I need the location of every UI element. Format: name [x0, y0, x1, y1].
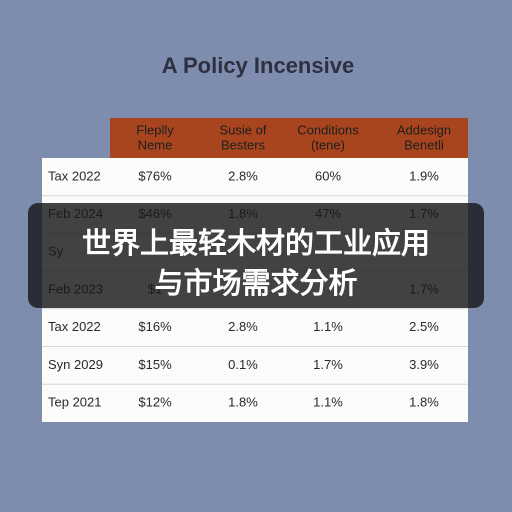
row-label: Tax 2022 — [48, 168, 101, 183]
column-header: (tene) — [311, 137, 345, 152]
header-row — [110, 118, 468, 158]
cell: 1.1% — [313, 319, 343, 334]
cell: 1.1% — [313, 394, 343, 409]
cell: $16% — [138, 319, 172, 334]
cell: 2.8% — [228, 168, 258, 183]
row-label: Syn 2029 — [48, 357, 103, 372]
title: A Policy Incensive — [162, 53, 354, 78]
banner-line: 世界上最轻木材的工业应用 — [82, 226, 430, 260]
cell: $12% — [138, 394, 172, 409]
cell: 3.9% — [409, 357, 439, 372]
column-header: Susie of — [220, 122, 267, 137]
cell: 2.8% — [228, 319, 258, 334]
row-label: Tep 2021 — [48, 394, 102, 409]
cell: $76% — [138, 168, 172, 183]
cell: 1.7% — [313, 357, 343, 372]
column-header: Neme — [138, 137, 173, 152]
column-header: Fleplly — [136, 122, 174, 137]
cell: 2.5% — [409, 319, 439, 334]
banner-line: 与市场需求分析 — [154, 266, 357, 300]
cell: 1.9% — [409, 168, 439, 183]
cell: 60% — [315, 168, 341, 183]
banner-box — [28, 203, 484, 308]
column-header: Addesign — [397, 122, 451, 137]
cell: 1.8% — [228, 394, 258, 409]
row-label: Tax 2022 — [48, 319, 101, 334]
column-header: Conditions — [297, 122, 359, 137]
column-header: Benetli — [404, 137, 444, 152]
cell: 1.8% — [409, 394, 439, 409]
cell: $15% — [138, 357, 172, 372]
column-header: Besters — [221, 137, 266, 152]
cell: 0.1% — [228, 357, 258, 372]
